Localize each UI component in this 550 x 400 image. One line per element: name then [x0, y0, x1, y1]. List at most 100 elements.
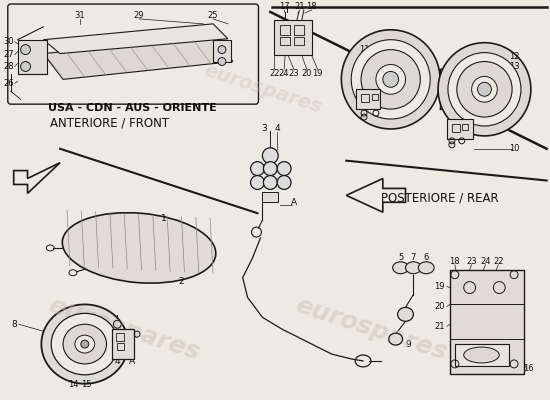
Text: 2: 2: [179, 277, 184, 286]
Text: 12: 12: [509, 52, 519, 61]
Ellipse shape: [477, 82, 491, 96]
Bar: [356, 89, 380, 109]
Text: 18: 18: [306, 2, 317, 12]
Ellipse shape: [342, 30, 440, 129]
Bar: [450, 270, 524, 374]
FancyBboxPatch shape: [8, 4, 258, 104]
Ellipse shape: [262, 148, 278, 164]
Text: A: A: [291, 198, 297, 207]
Text: 13: 13: [509, 62, 519, 71]
Ellipse shape: [393, 262, 409, 274]
Ellipse shape: [251, 162, 265, 176]
Text: POSTERIORE / REAR: POSTERIORE / REAR: [381, 192, 499, 205]
Text: 27: 27: [3, 50, 14, 59]
Ellipse shape: [457, 62, 512, 117]
Ellipse shape: [389, 333, 403, 345]
Text: 29: 29: [134, 12, 144, 20]
Ellipse shape: [75, 335, 95, 353]
Bar: [274, 20, 312, 54]
Text: 17: 17: [279, 2, 289, 12]
Text: eurospares: eurospares: [201, 61, 324, 117]
Bar: [447, 119, 472, 139]
Bar: [372, 94, 378, 100]
Ellipse shape: [438, 43, 531, 136]
Ellipse shape: [383, 72, 399, 87]
Ellipse shape: [448, 53, 521, 126]
Bar: [280, 25, 290, 35]
Ellipse shape: [218, 46, 226, 54]
Text: 3: 3: [261, 124, 267, 134]
Text: 4: 4: [114, 358, 120, 366]
Ellipse shape: [20, 45, 30, 54]
Ellipse shape: [20, 62, 30, 72]
Text: 25: 25: [208, 12, 218, 20]
Text: 14: 14: [68, 380, 78, 389]
Ellipse shape: [361, 50, 420, 109]
Bar: [117, 343, 124, 350]
Ellipse shape: [398, 307, 414, 321]
Text: 21: 21: [295, 2, 305, 12]
Bar: [294, 25, 304, 35]
Text: 11: 11: [359, 45, 369, 54]
Ellipse shape: [218, 58, 226, 66]
Ellipse shape: [277, 176, 291, 190]
Bar: [18, 40, 47, 74]
Text: 20: 20: [434, 302, 445, 311]
Text: 4: 4: [274, 124, 280, 134]
Bar: [361, 94, 369, 102]
Bar: [462, 124, 468, 130]
Text: 1: 1: [161, 214, 167, 223]
Ellipse shape: [81, 340, 89, 348]
Text: 20: 20: [301, 69, 312, 78]
Text: 22: 22: [269, 69, 279, 78]
Ellipse shape: [464, 347, 499, 363]
Bar: [294, 37, 304, 45]
Text: 18: 18: [449, 257, 460, 266]
Text: 19: 19: [312, 69, 323, 78]
Polygon shape: [43, 37, 233, 79]
Ellipse shape: [277, 162, 291, 176]
Text: 15: 15: [81, 380, 92, 389]
Text: 24: 24: [279, 69, 289, 78]
Bar: [455, 344, 509, 366]
Text: 7: 7: [411, 253, 416, 262]
Ellipse shape: [263, 176, 277, 190]
Text: A: A: [129, 358, 135, 366]
Ellipse shape: [351, 40, 430, 119]
Ellipse shape: [51, 313, 118, 375]
Text: 5: 5: [398, 253, 403, 262]
Text: 8: 8: [12, 320, 18, 329]
Ellipse shape: [62, 213, 216, 283]
Ellipse shape: [419, 262, 434, 274]
Bar: [112, 329, 134, 359]
Text: 22: 22: [493, 257, 504, 266]
Text: 9: 9: [405, 340, 411, 348]
Text: 16: 16: [524, 364, 534, 373]
Text: 30: 30: [3, 37, 14, 46]
Text: ANTERIORE / FRONT: ANTERIORE / FRONT: [50, 116, 169, 130]
Text: 26: 26: [3, 79, 14, 88]
Bar: [262, 192, 278, 202]
Text: eurospares: eurospares: [292, 293, 450, 365]
Polygon shape: [43, 24, 228, 54]
Text: eurospares: eurospares: [45, 293, 203, 365]
Ellipse shape: [376, 64, 405, 94]
Text: 10: 10: [509, 144, 519, 153]
Text: USA - CDN - AUS - ORIENTE: USA - CDN - AUS - ORIENTE: [48, 103, 217, 113]
Text: 23: 23: [289, 69, 299, 78]
Text: 23: 23: [466, 257, 477, 266]
Text: 24: 24: [480, 257, 491, 266]
Ellipse shape: [41, 304, 128, 384]
Text: 19: 19: [434, 282, 445, 291]
Bar: [452, 124, 460, 132]
Text: 28: 28: [3, 62, 14, 71]
Bar: [117, 333, 124, 341]
Polygon shape: [346, 178, 405, 212]
Bar: [213, 40, 231, 62]
Text: 6: 6: [424, 253, 429, 262]
Text: 31: 31: [74, 12, 85, 20]
Ellipse shape: [63, 324, 107, 364]
Bar: [280, 37, 290, 45]
Text: 21: 21: [434, 322, 445, 331]
Ellipse shape: [251, 176, 265, 190]
